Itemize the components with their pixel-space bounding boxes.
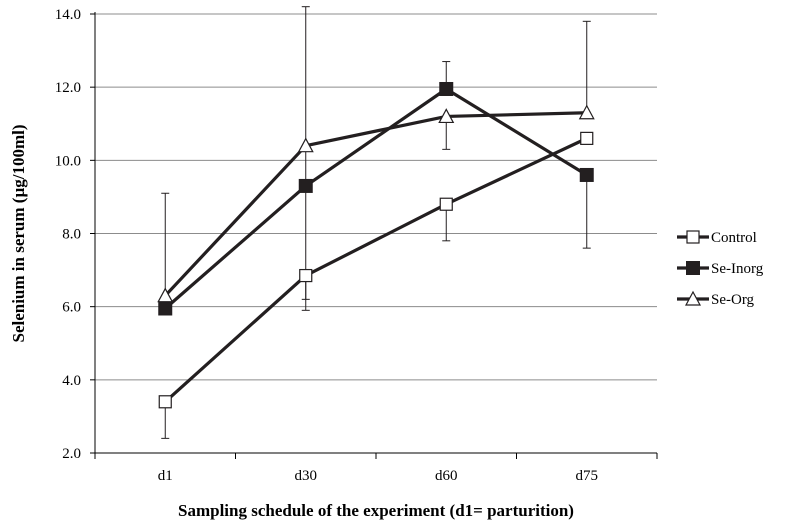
data-point-control xyxy=(299,268,313,283)
data-point-control xyxy=(439,197,453,211)
data-point-se-org xyxy=(157,287,174,303)
x-axis-ticks: d1 d30 d60 d75 xyxy=(94,453,658,484)
x-tick-label: d30 xyxy=(295,468,318,484)
series-lines xyxy=(164,87,588,403)
data-point-se-org xyxy=(438,108,455,124)
series-line-control xyxy=(164,136,588,403)
series-markers xyxy=(157,81,595,409)
x-axis-title: Sampling schedule of the experiment (d1=… xyxy=(178,501,574,520)
y-tick-label: 12.0 xyxy=(55,80,81,96)
y-tick-label: 6.0 xyxy=(62,300,81,316)
legend: Control Se-Inorg Se-Org xyxy=(677,230,764,308)
data-point-se-org xyxy=(578,104,595,120)
data-point-se-org xyxy=(297,137,314,153)
legend-item-se-org: Se-Org xyxy=(677,290,755,308)
legend-marker xyxy=(684,290,702,306)
legend-marker xyxy=(686,261,700,275)
series-line-se-inorg xyxy=(164,87,588,310)
data-point-se-inorg xyxy=(439,81,454,96)
legend-label: Control xyxy=(711,230,757,246)
legend-label: Se-Inorg xyxy=(711,261,764,277)
error-bars xyxy=(161,6,591,439)
data-point-se-inorg xyxy=(158,301,173,316)
axes xyxy=(94,12,657,454)
x-tick-label: d60 xyxy=(435,468,458,484)
y-tick-label: 14.0 xyxy=(55,7,81,23)
data-point-control xyxy=(580,131,594,145)
gridlines xyxy=(95,13,657,381)
y-tick-label: 10.0 xyxy=(55,153,81,169)
legend-item-control: Control xyxy=(677,230,757,246)
legend-marker xyxy=(686,230,700,244)
y-axis-ticks: 2.0 4.0 6.0 8.0 10.0 12.0 14.0 xyxy=(55,7,95,462)
series-line-se-org xyxy=(164,111,587,297)
data-point-se-inorg xyxy=(298,178,313,193)
y-tick-label: 2.0 xyxy=(62,446,81,462)
data-point-se-inorg xyxy=(579,167,594,182)
y-tick-label: 8.0 xyxy=(62,227,81,243)
x-tick-label: d75 xyxy=(576,468,599,484)
x-tick-label: d1 xyxy=(158,468,173,484)
legend-label: Se-Org xyxy=(711,292,755,308)
legend-item-se-inorg: Se-Inorg xyxy=(677,261,764,277)
y-axis-title: Selenium in serum (µg/100ml) xyxy=(9,124,28,342)
data-point-control xyxy=(158,395,172,409)
y-tick-label: 4.0 xyxy=(62,373,81,389)
